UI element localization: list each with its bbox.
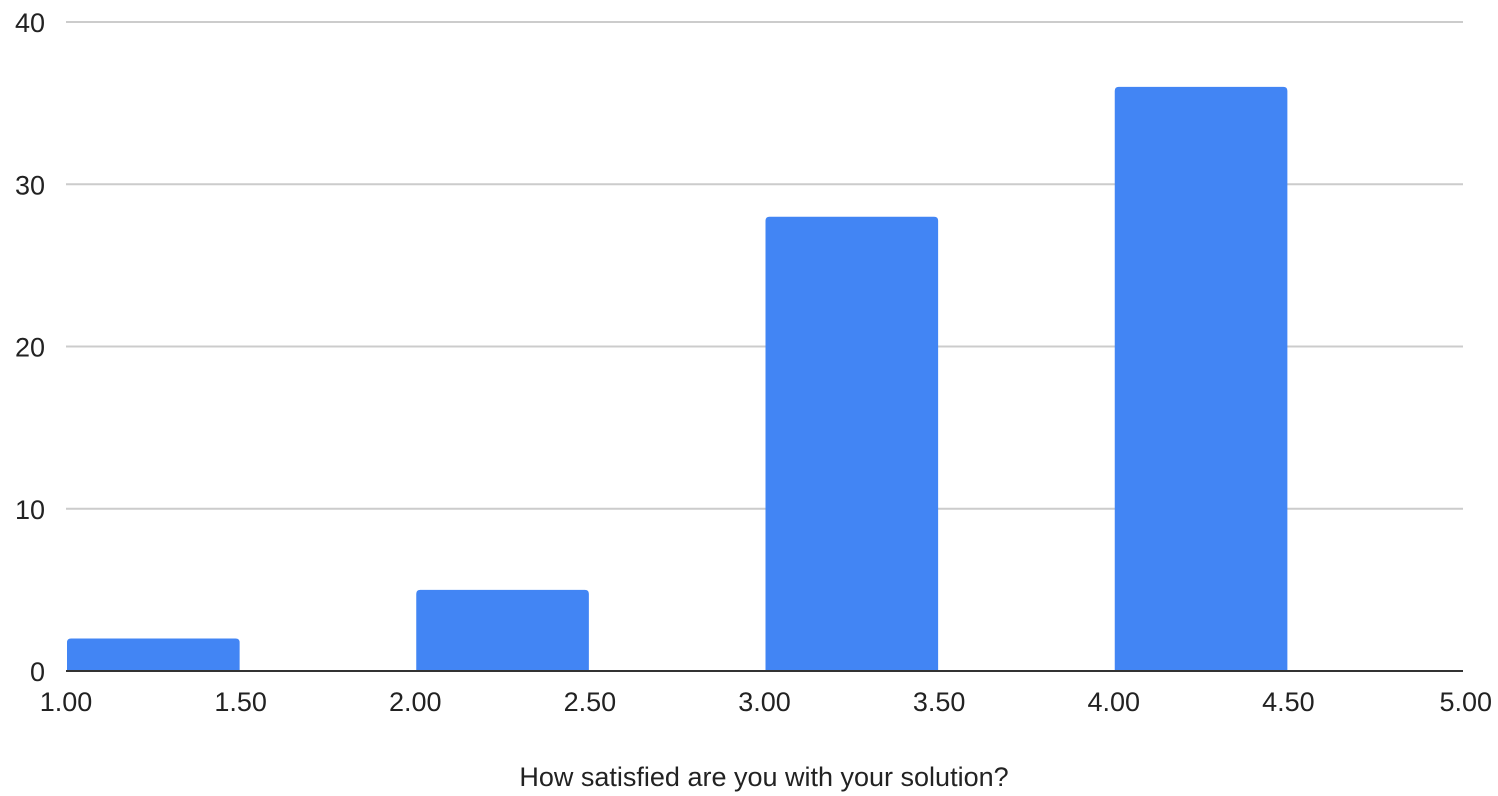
- y-tick-label: 40: [15, 8, 45, 38]
- bars: [67, 86, 1288, 671]
- x-tick-label: 3.00: [738, 687, 791, 717]
- x-tick-label: 1.00: [40, 687, 93, 717]
- bar: [1114, 86, 1288, 671]
- y-tick-label: 20: [15, 333, 45, 363]
- x-tick-label: 3.50: [913, 687, 966, 717]
- x-tick-label: 5.00: [1439, 687, 1492, 717]
- x-tick-label: 1.50: [214, 687, 267, 717]
- y-tick-label: 0: [30, 657, 45, 687]
- x-tick-label: 4.50: [1262, 687, 1315, 717]
- x-axis-title: How satisfied are you with your solution…: [519, 762, 1008, 792]
- x-tick-label: 4.00: [1087, 687, 1140, 717]
- x-tick-label: 2.00: [389, 687, 442, 717]
- y-tick-label: 30: [15, 170, 45, 200]
- y-tick-labels: 0 10 20 30 40: [15, 8, 45, 687]
- bar: [416, 589, 589, 671]
- x-tick-labels: 1.00 1.50 2.00 2.50 3.00 3.50 4.00 4.50 5.00: [40, 687, 1492, 717]
- x-tick-label: 2.50: [564, 687, 617, 717]
- bar: [765, 216, 939, 671]
- y-tick-label: 10: [15, 495, 45, 525]
- bar: [67, 638, 240, 671]
